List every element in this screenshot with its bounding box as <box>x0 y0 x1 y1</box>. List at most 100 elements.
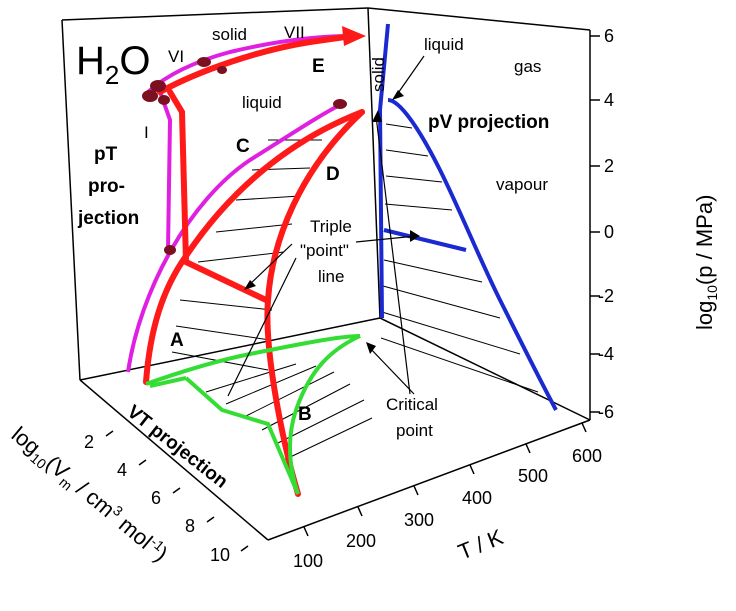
pt-projection-line-2: pro- <box>88 176 125 197</box>
solid-region-label: solid <box>212 25 247 44</box>
v-axis-line <box>79 379 269 541</box>
pv-tie-line <box>380 337 539 393</box>
v-tick-label: 2 <box>84 432 94 452</box>
t-tick-mark <box>525 443 531 454</box>
pv-tie-line <box>385 123 413 129</box>
p-tick-label: 4 <box>604 90 614 110</box>
triple-point-line-3: line <box>318 267 344 286</box>
t-tick-label: 500 <box>518 466 548 486</box>
p-tick-label: 2 <box>604 156 614 176</box>
t-axis-line <box>267 419 591 541</box>
phase-label-vii: VII <box>284 23 305 42</box>
vt-tie-line <box>205 363 297 393</box>
vt-hatching <box>205 363 373 461</box>
tie-line <box>175 325 271 341</box>
tie-line <box>215 223 293 233</box>
t-tick-mark <box>413 485 419 496</box>
formula-label: H2O <box>76 39 150 90</box>
tie-line <box>197 251 285 263</box>
t-tick-label: 300 <box>404 510 434 530</box>
pvt-curves <box>143 33 365 497</box>
t-tick-label: 400 <box>462 488 492 508</box>
point-marker <box>158 95 170 105</box>
t-tick-label: 100 <box>293 551 323 571</box>
leader-line <box>375 115 411 395</box>
t-axis-title: T / K <box>455 524 507 565</box>
pt-projection-line-3: jection <box>77 208 139 229</box>
vt-liquid-branch <box>149 376 187 388</box>
back-left-edge <box>61 19 81 381</box>
p-tick-label: -6 <box>598 402 614 422</box>
t-tick-mark <box>357 506 363 517</box>
point-marker <box>150 80 166 92</box>
pv-tie-line <box>384 203 453 211</box>
triple-point-line-2: "point" <box>300 241 349 260</box>
leader-lines <box>227 55 425 397</box>
arrowhead <box>366 342 376 354</box>
v-axis-tick-labels: 2 4 6 8 10 <box>84 432 230 565</box>
leader-line <box>227 257 297 397</box>
formula-sub: 2 <box>105 60 119 90</box>
p-axis-title-log: log <box>692 301 717 330</box>
v-tick-mark <box>240 545 249 552</box>
leader-line <box>355 235 417 243</box>
t-tick-mark <box>581 422 587 433</box>
p-axis-title-rest: (p / MPa) <box>692 195 717 285</box>
vt-solid-liquid-curve <box>145 334 361 386</box>
p-axis-title-sub: 10 <box>704 285 720 301</box>
v-tick-label: 10 <box>210 545 230 565</box>
solid-boundary <box>167 89 189 265</box>
p-axis-ticks <box>590 35 600 413</box>
vt-tie-line <box>261 383 351 431</box>
liquid-region-label: liquid <box>242 93 282 112</box>
solid-pv-label: solid <box>369 57 388 92</box>
pt-projection-line-1: pT <box>94 144 118 165</box>
leader-line <box>247 243 293 287</box>
pv-liquid-line <box>387 98 558 411</box>
v-tick-mark <box>138 459 147 466</box>
v-tick-mark <box>206 516 215 523</box>
tie-line <box>179 299 273 311</box>
p-axis-tick-labels: 6 4 2 0 -2 -4 -6 <box>598 26 614 422</box>
arrowhead <box>244 280 256 290</box>
leader-line <box>395 55 425 97</box>
vt-projection-curves <box>145 334 361 495</box>
pt-melting-curve <box>156 85 173 251</box>
point-marker <box>164 245 176 255</box>
v-tick-label: 6 <box>151 488 161 508</box>
arrowhead <box>392 90 404 100</box>
p-axis-title: log10(p / MPa) <box>692 195 720 330</box>
curve-label-c: C <box>236 136 250 157</box>
pt-vapour-curve <box>126 103 341 373</box>
t-tick-label: 600 <box>572 446 602 466</box>
curve-label-d: D <box>326 164 340 185</box>
phase-label-i: I <box>144 123 149 142</box>
pv-hatching <box>380 123 539 393</box>
triple-point-line-1: Triple <box>310 217 352 236</box>
t-tick-label: 200 <box>346 531 376 551</box>
point-marker <box>197 57 211 67</box>
pt-projection-label: pT pro- jection <box>77 144 139 229</box>
t-axis-ticks <box>303 422 587 537</box>
triple-point-label: Triple "point" line <box>300 217 357 286</box>
curve-label-a: A <box>170 330 184 351</box>
pv-triple-line <box>383 228 467 252</box>
pv-tie-line <box>382 285 501 319</box>
curve-label-b: B <box>298 404 312 425</box>
p-tick-label: -2 <box>598 286 614 306</box>
p-tick-label: -4 <box>598 344 614 364</box>
vt-vapour-curve <box>288 334 361 495</box>
formula-main: H <box>76 39 105 83</box>
curve-e <box>157 33 355 95</box>
back-right-top-edge <box>367 7 591 31</box>
pv-tie-line <box>383 259 483 283</box>
point-marker <box>142 90 158 102</box>
curve-a <box>143 109 365 385</box>
tie-line <box>235 195 301 201</box>
back-top-edge <box>61 7 369 21</box>
leader-line <box>367 345 415 395</box>
pv-tie-line <box>385 175 443 183</box>
arrowhead <box>410 230 420 242</box>
vt-tie-line <box>283 417 373 461</box>
